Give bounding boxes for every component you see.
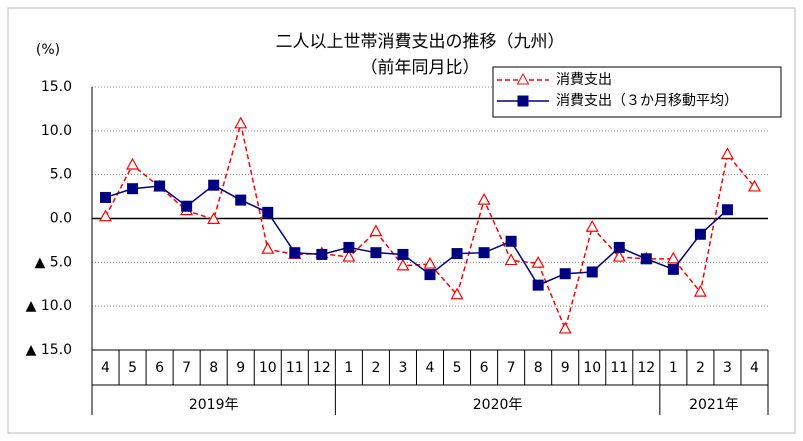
x-tick-label: 8 [534,360,543,376]
x-tick-label: 9 [236,360,245,376]
x-tick-label: 4 [101,360,110,376]
square-marker [478,247,490,259]
group-label: 2020年 [473,397,523,413]
x-tick-label: 3 [398,360,407,376]
y-tick-label: ▲ 15.0 [26,342,72,358]
y-tick-label: 15.0 [41,79,72,95]
legend-marker [516,72,530,85]
legend-label: 消費支出（３か月移動平均） [556,93,738,109]
triangle-marker [207,212,221,224]
x-tick-label: 2 [371,360,380,376]
chart-title: 二人以上世帯消費支出の推移（九州） [276,32,565,52]
square-marker [343,241,355,253]
y-tick-label: 0.0 [50,211,72,227]
triangle-marker [531,255,545,268]
square-marker [559,268,571,280]
x-tick-label: 4 [750,360,759,376]
square-marker [154,180,166,192]
square-marker [181,200,193,212]
x-tick-label: 5 [128,360,137,376]
legend-marker [517,95,529,107]
triangle-marker [369,224,383,237]
x-tick-label: 11 [286,360,304,376]
x-tick-label: 8 [209,360,218,376]
x-tick-label: 1 [669,360,678,376]
square-marker [586,266,598,278]
square-marker [100,191,112,203]
x-tick-label: 2 [696,360,705,376]
square-marker [505,235,517,247]
square-marker [289,247,301,259]
x-tick-label: 11 [610,360,628,376]
x-tick-label: 7 [182,360,191,376]
x-tick-label: 3 [723,360,732,376]
triangle-marker [504,253,518,266]
triangle-marker [720,147,734,160]
y-tick-label: ▲ 10.0 [26,298,72,314]
square-marker [721,204,733,216]
triangle-marker [612,249,626,262]
triangle-marker [126,157,140,170]
x-tick-label: 6 [155,360,164,376]
x-tick-label: 7 [507,360,516,376]
group-label: 2021年 [689,397,739,413]
y-unit: (%) [36,42,60,58]
square-marker [613,241,625,253]
legend-box [492,66,782,118]
x-tick-label: 10 [259,360,277,376]
triangle-marker [234,116,248,129]
x-tick-label: 12 [637,360,655,376]
triangle-marker [558,321,572,334]
square-marker [370,247,382,259]
triangle-marker [585,220,599,232]
triangle-marker [747,179,761,192]
square-marker [532,279,544,291]
triangle-marker [477,192,491,205]
triangle-marker [396,258,410,271]
square-marker [424,269,436,281]
triangle-marker [99,209,113,222]
triangle-marker [666,251,680,264]
x-tick-label: 5 [453,360,462,376]
x-tick-label: 6 [480,360,489,376]
triangle-marker [261,241,275,254]
x-tick-label: 10 [583,360,601,376]
triangle-marker [423,256,437,269]
square-marker [451,248,463,260]
x-tick-label: 12 [313,360,331,376]
square-marker [235,194,247,206]
chart-subtitle: （前年同月比） [361,58,480,78]
square-marker [397,248,409,260]
square-marker [640,253,652,265]
square-marker [694,228,706,240]
x-tick-label: 9 [561,360,570,376]
legend-label: 消費支出 [556,72,612,88]
x-tick-label: 4 [426,360,435,376]
square-marker [667,263,679,275]
y-tick-label: ▲ 5.0 [35,254,72,270]
y-tick-label: 10.0 [41,123,72,139]
square-marker [208,179,220,191]
square-marker [316,248,328,260]
triangle-marker [450,287,464,300]
x-tick-label: 1 [344,360,353,376]
square-marker [262,206,274,218]
triangle-marker [342,249,356,262]
y-tick-label: 5.0 [50,167,72,183]
triangle-marker [693,284,707,297]
square-marker [127,183,139,195]
group-label: 2019年 [189,397,239,413]
